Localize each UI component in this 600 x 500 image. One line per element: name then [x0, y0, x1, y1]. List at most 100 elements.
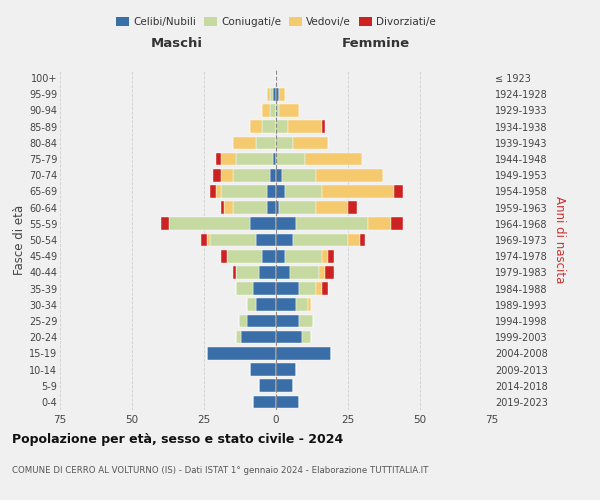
- Bar: [299, 314, 313, 328]
- Bar: [201, 234, 207, 246]
- Bar: [207, 234, 210, 246]
- Text: COMUNE DI CERRO AL VOLTURNO (IS) - Dati ISTAT 1° gennaio 2024 - Elaborazione TUT: COMUNE DI CERRO AL VOLTURNO (IS) - Dati …: [12, 466, 428, 475]
- Bar: [276, 282, 299, 295]
- Bar: [270, 88, 273, 101]
- Bar: [282, 169, 316, 181]
- Bar: [293, 136, 328, 149]
- Bar: [328, 250, 334, 262]
- Bar: [287, 120, 322, 133]
- Bar: [250, 218, 276, 230]
- Bar: [316, 282, 322, 295]
- Bar: [259, 266, 276, 278]
- Bar: [319, 266, 325, 278]
- Bar: [322, 120, 325, 133]
- Bar: [276, 169, 282, 181]
- Bar: [259, 380, 276, 392]
- Bar: [276, 234, 293, 246]
- Bar: [322, 185, 394, 198]
- Bar: [348, 202, 356, 214]
- Bar: [293, 234, 348, 246]
- Bar: [212, 169, 221, 181]
- Bar: [276, 120, 287, 133]
- Bar: [284, 250, 322, 262]
- Bar: [391, 218, 403, 230]
- Bar: [276, 396, 299, 408]
- Bar: [273, 152, 276, 166]
- Bar: [296, 298, 308, 311]
- Bar: [256, 298, 276, 311]
- Bar: [296, 218, 368, 230]
- Text: Maschi: Maschi: [151, 36, 203, 50]
- Bar: [233, 266, 236, 278]
- Bar: [221, 202, 224, 214]
- Bar: [270, 169, 276, 181]
- Bar: [368, 218, 391, 230]
- Bar: [169, 218, 250, 230]
- Bar: [215, 185, 221, 198]
- Bar: [276, 104, 279, 117]
- Bar: [305, 152, 362, 166]
- Bar: [256, 136, 276, 149]
- Bar: [241, 331, 276, 344]
- Bar: [253, 396, 276, 408]
- Bar: [262, 250, 276, 262]
- Bar: [322, 282, 328, 295]
- Bar: [221, 152, 236, 166]
- Bar: [262, 120, 276, 133]
- Bar: [236, 152, 273, 166]
- Bar: [236, 331, 241, 344]
- Bar: [316, 169, 383, 181]
- Bar: [236, 266, 259, 278]
- Bar: [233, 169, 270, 181]
- Bar: [270, 104, 276, 117]
- Bar: [236, 282, 253, 295]
- Bar: [247, 314, 276, 328]
- Text: Popolazione per età, sesso e stato civile - 2024: Popolazione per età, sesso e stato civil…: [12, 432, 343, 446]
- Legend: Celibi/Nubili, Coniugati/e, Vedovi/e, Divorziati/e: Celibi/Nubili, Coniugati/e, Vedovi/e, Di…: [112, 12, 440, 32]
- Bar: [290, 266, 319, 278]
- Bar: [276, 298, 296, 311]
- Y-axis label: Anni di nascita: Anni di nascita: [553, 196, 566, 284]
- Bar: [239, 314, 247, 328]
- Bar: [302, 331, 311, 344]
- Bar: [325, 266, 334, 278]
- Bar: [359, 234, 365, 246]
- Bar: [268, 185, 276, 198]
- Bar: [210, 234, 256, 246]
- Bar: [276, 347, 331, 360]
- Bar: [262, 104, 270, 117]
- Bar: [247, 298, 256, 311]
- Bar: [348, 234, 359, 246]
- Bar: [299, 282, 316, 295]
- Bar: [233, 202, 268, 214]
- Bar: [284, 185, 322, 198]
- Bar: [233, 136, 256, 149]
- Bar: [316, 202, 348, 214]
- Bar: [276, 152, 305, 166]
- Bar: [308, 298, 311, 311]
- Bar: [322, 250, 328, 262]
- Bar: [256, 234, 276, 246]
- Bar: [276, 331, 302, 344]
- Bar: [276, 136, 293, 149]
- Bar: [161, 218, 169, 230]
- Bar: [227, 250, 262, 262]
- Bar: [276, 88, 279, 101]
- Bar: [268, 88, 270, 101]
- Bar: [276, 380, 293, 392]
- Bar: [221, 169, 233, 181]
- Bar: [253, 282, 276, 295]
- Bar: [221, 185, 268, 198]
- Bar: [250, 120, 262, 133]
- Bar: [210, 185, 215, 198]
- Bar: [276, 363, 296, 376]
- Bar: [276, 185, 284, 198]
- Bar: [276, 218, 296, 230]
- Bar: [215, 152, 221, 166]
- Bar: [279, 202, 316, 214]
- Bar: [276, 314, 299, 328]
- Bar: [276, 250, 284, 262]
- Y-axis label: Fasce di età: Fasce di età: [13, 205, 26, 275]
- Bar: [224, 202, 233, 214]
- Bar: [221, 250, 227, 262]
